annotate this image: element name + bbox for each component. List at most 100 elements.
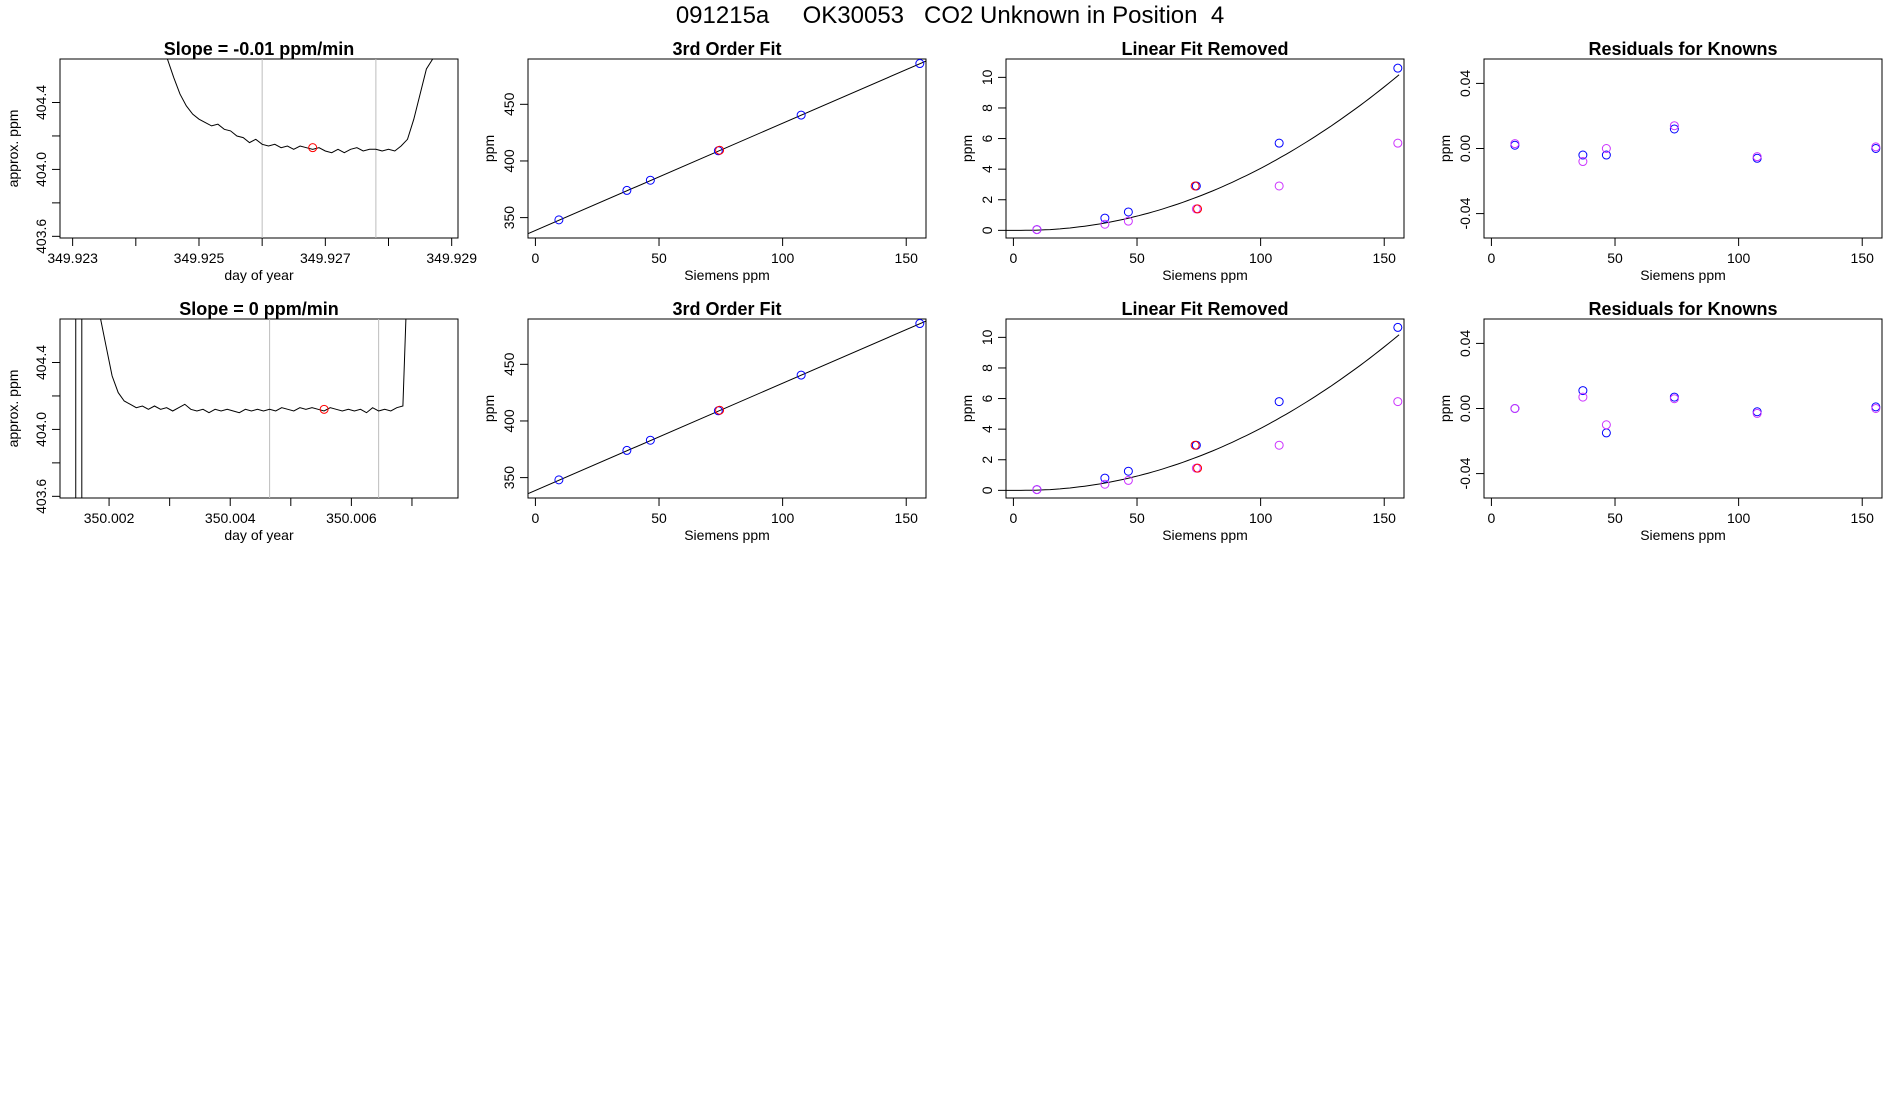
data-point bbox=[1669, 121, 1679, 131]
panel-p12: 3rd Order Fit 0 50 100 150 Siemens ppm 350 400 4… bbox=[481, 39, 927, 283]
data-point bbox=[1510, 404, 1520, 413]
panel-title: Linear Fit Removed bbox=[1121, 39, 1288, 59]
data-point bbox=[1100, 479, 1110, 489]
x-tick-label: 0 bbox=[1488, 510, 1496, 526]
y-tick-label: 4 bbox=[979, 165, 995, 173]
x-tick-label: 0 bbox=[1488, 250, 1496, 266]
panel-title: Linear Fit Removed bbox=[1121, 299, 1288, 319]
data-point bbox=[915, 319, 925, 329]
x-tick-label: 100 bbox=[771, 250, 795, 266]
x-tick-label: 350.006 bbox=[326, 510, 377, 526]
panel-p13: Linear Fit Removed 0 50 100 150 Siemens ppm 0 2… bbox=[959, 39, 1405, 283]
panel-p11: Slope = -0.01 ppm/min 349.923 349.925 349.9… bbox=[5, 39, 477, 283]
x-tick-label: 0 bbox=[532, 510, 540, 526]
x-tick-label: 50 bbox=[1607, 250, 1623, 266]
y-tick-label: -0.04 bbox=[1457, 197, 1473, 229]
data-point bbox=[622, 445, 632, 455]
data-point bbox=[1274, 397, 1284, 407]
x-tick-label: 100 bbox=[1727, 510, 1751, 526]
plot-area bbox=[1006, 322, 1403, 495]
data-point bbox=[1274, 181, 1284, 191]
data-point bbox=[1578, 157, 1588, 167]
y-tick-label: 350 bbox=[501, 466, 517, 490]
x-tick-label: 349.927 bbox=[300, 250, 351, 266]
data-point bbox=[554, 215, 564, 225]
data-point bbox=[1393, 138, 1403, 148]
x-axis-label: Siemens ppm bbox=[684, 267, 770, 283]
panel-title: Residuals for Knowns bbox=[1588, 299, 1777, 319]
data-point bbox=[319, 404, 329, 414]
x-tick-label: 100 bbox=[1727, 250, 1751, 266]
y-tick-label: 450 bbox=[501, 92, 517, 116]
plot-frame bbox=[59, 318, 459, 499]
x-tick-label: 50 bbox=[1129, 510, 1145, 526]
fit-curve bbox=[1006, 334, 1400, 491]
y-tick-label: 2 bbox=[979, 456, 995, 464]
y-axis-label: approx. ppm bbox=[5, 110, 21, 188]
trace-line bbox=[100, 319, 407, 414]
fit-line bbox=[528, 60, 926, 235]
data-point bbox=[1578, 392, 1588, 402]
data-point bbox=[1193, 463, 1203, 473]
y-tick-label: 10 bbox=[979, 69, 995, 85]
x-axis-label: Siemens ppm bbox=[1162, 267, 1248, 283]
data-point bbox=[1601, 428, 1611, 438]
data-point bbox=[1510, 139, 1520, 149]
y-tick-label: 0.00 bbox=[1457, 135, 1473, 162]
y-tick-label: 0.04 bbox=[1457, 70, 1473, 97]
x-tick-label: 150 bbox=[1373, 250, 1397, 266]
plot-area bbox=[528, 59, 926, 235]
data-point bbox=[715, 145, 725, 155]
data-point bbox=[796, 370, 806, 380]
panel-title: 3rd Order Fit bbox=[672, 39, 781, 59]
data-point bbox=[1123, 216, 1133, 226]
x-tick-label: 100 bbox=[771, 510, 795, 526]
y-tick-label: -0.04 bbox=[1457, 457, 1473, 489]
data-point bbox=[1871, 404, 1881, 413]
y-axis-label: ppm bbox=[481, 395, 497, 422]
y-tick-label: 400 bbox=[501, 409, 517, 433]
x-tick-label: 50 bbox=[1129, 250, 1145, 266]
data-point bbox=[796, 110, 806, 120]
data-point bbox=[308, 143, 318, 153]
panel-p14: Residuals for Knowns 0 50 100 150 Siemens ppm… bbox=[1437, 39, 1883, 283]
x-axis-label: day of year bbox=[224, 267, 294, 283]
data-point bbox=[1601, 144, 1611, 153]
x-tick-label: 150 bbox=[895, 510, 919, 526]
data-point bbox=[645, 435, 655, 445]
data-point bbox=[1393, 397, 1403, 407]
plot-area bbox=[1006, 63, 1403, 235]
data-point bbox=[915, 59, 925, 69]
data-point bbox=[1393, 322, 1403, 332]
plot-frame bbox=[1005, 58, 1405, 239]
data-point bbox=[1123, 466, 1133, 476]
x-tick-label: 150 bbox=[1373, 510, 1397, 526]
y-axis-label: ppm bbox=[1437, 395, 1453, 422]
plot-frame bbox=[1483, 318, 1883, 499]
data-point bbox=[645, 175, 655, 185]
y-axis-label: approx. ppm bbox=[5, 370, 21, 448]
x-tick-label: 100 bbox=[1249, 510, 1273, 526]
panel-title: Slope = 0 ppm/min bbox=[179, 299, 339, 319]
data-point bbox=[1601, 420, 1611, 430]
plot-frame bbox=[59, 58, 459, 239]
data-point bbox=[1100, 473, 1110, 483]
panel-p21: Slope = 0 ppm/min 350.002 350.004 350.006 da… bbox=[5, 299, 459, 543]
panel-title: 3rd Order Fit bbox=[672, 299, 781, 319]
x-axis-label: Siemens ppm bbox=[1640, 267, 1726, 283]
y-tick-label: 404.0 bbox=[33, 152, 49, 187]
data-point bbox=[1274, 138, 1284, 148]
figure-title: 091215a OK30053 CO2 Unknown in Position … bbox=[675, 2, 1225, 29]
data-point bbox=[1190, 181, 1200, 191]
data-point bbox=[1669, 124, 1679, 134]
y-tick-label: 4 bbox=[979, 425, 995, 433]
x-tick-label: 350.004 bbox=[205, 510, 256, 526]
data-point bbox=[1032, 485, 1042, 495]
x-tick-label: 150 bbox=[1851, 510, 1875, 526]
y-tick-label: 404.0 bbox=[33, 412, 49, 447]
x-axis-label: day of year bbox=[224, 527, 294, 543]
data-point bbox=[1752, 408, 1762, 418]
x-axis-label: Siemens ppm bbox=[1162, 527, 1248, 543]
x-tick-label: 100 bbox=[1249, 250, 1273, 266]
